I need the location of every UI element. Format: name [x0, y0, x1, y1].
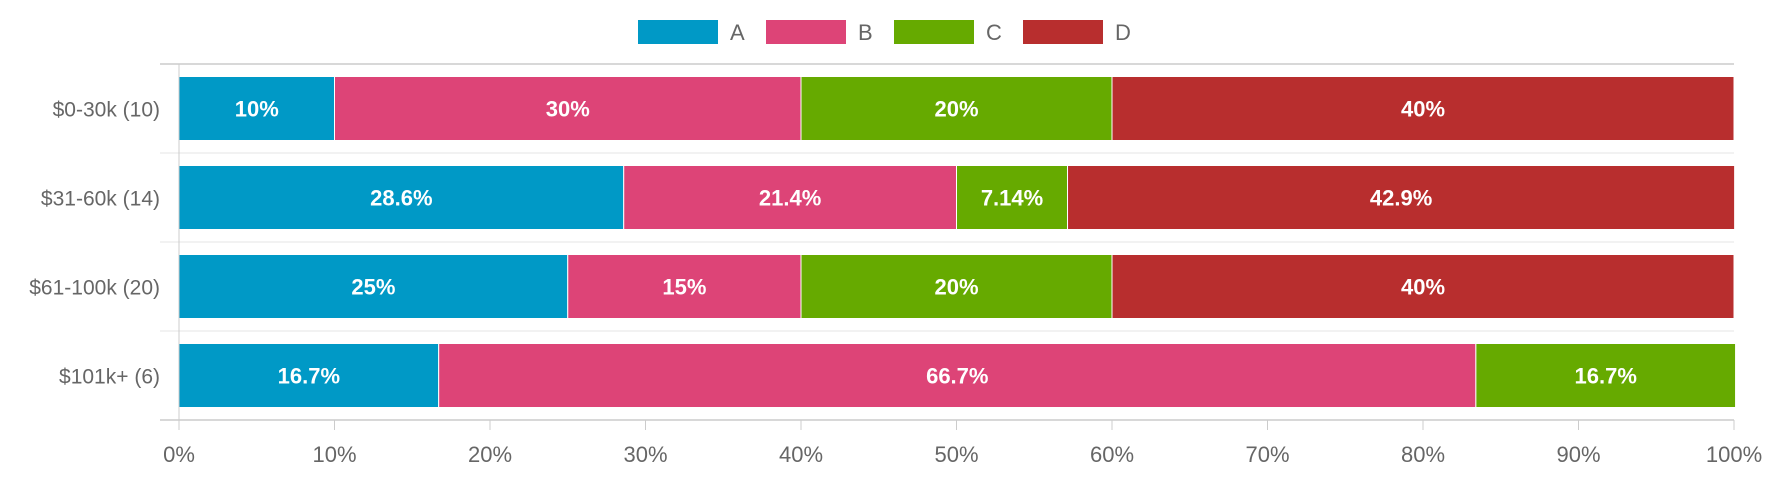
category-label: $31-60k (14)	[41, 188, 160, 211]
bar-segment-c-31-60k-14[interactable]	[956, 165, 1069, 230]
legend-swatch-c[interactable]	[894, 20, 974, 44]
data-label: 25%	[351, 275, 395, 300]
data-label: 40%	[1401, 275, 1445, 300]
bar-segment-b-101k-6[interactable]	[438, 343, 1477, 408]
bars: 10% 30% 20% 40% 28.6% 21.4% 7.14% 42.9% 25% 15% 20…	[178, 76, 1737, 408]
x-tick-label: 30%	[623, 442, 667, 467]
legend-swatch-d[interactable]	[1023, 20, 1103, 44]
category-label: $0-30k (10)	[53, 99, 160, 122]
legend-label-d[interactable]: D	[1115, 20, 1131, 45]
axes	[160, 63, 1735, 430]
bar-segment-c-0-30k-10[interactable]	[800, 76, 1113, 141]
data-label: 10%	[235, 97, 279, 122]
bar-segment-a-61-100k-20[interactable]	[178, 254, 569, 319]
data-label: 20%	[934, 97, 978, 122]
bar-segment-d-31-60k-14[interactable]	[1067, 165, 1736, 230]
data-label: 20%	[934, 275, 978, 300]
legend: A B C D	[638, 20, 1131, 45]
x-tick-label: 50%	[934, 442, 978, 467]
bar-segment-b-0-30k-10[interactable]	[334, 76, 802, 141]
data-label: 42.9%	[1370, 186, 1432, 211]
category-labels: $0-30k (10) $31-60k (14) $61-100k (20) $101…	[29, 99, 160, 389]
legend-label-b[interactable]: B	[858, 20, 873, 45]
bar-segment-b-31-60k-14[interactable]	[623, 165, 957, 230]
legend-label-a[interactable]: A	[730, 20, 745, 45]
x-tick-label: 70%	[1245, 442, 1289, 467]
x-tick-label: 20%	[468, 442, 512, 467]
x-tick-label: 80%	[1401, 442, 1445, 467]
legend-swatch-b[interactable]	[766, 20, 846, 44]
x-tick-labels: 0% 10% 20% 30% 40% 50% 60% 70% 80% 90% 100%	[163, 442, 1762, 467]
data-label: 40%	[1401, 97, 1445, 122]
data-label: 30%	[546, 97, 590, 122]
x-tick-label: 100%	[1706, 442, 1762, 467]
data-label: 15%	[662, 275, 706, 300]
legend-swatch-a[interactable]	[638, 20, 718, 44]
x-tick-label: 90%	[1556, 442, 1600, 467]
bar-segment-a-101k-6[interactable]	[178, 343, 440, 408]
category-label: $61-100k (20)	[29, 277, 160, 300]
x-tick-label: 10%	[312, 442, 356, 467]
bar-segment-c-61-100k-20[interactable]	[800, 254, 1113, 319]
bar-segment-d-61-100k-20[interactable]	[1111, 254, 1735, 319]
bar-segment-c-101k-6[interactable]	[1475, 343, 1737, 408]
x-tick-label: 60%	[1090, 442, 1134, 467]
x-tick-label: 0%	[163, 442, 195, 467]
category-label: $101k+ (6)	[59, 366, 160, 389]
data-label: 7.14%	[981, 186, 1043, 211]
data-label: 28.6%	[370, 186, 432, 211]
data-label: 16.7%	[278, 364, 340, 389]
data-label: 16.7%	[1575, 364, 1637, 389]
legend-label-c[interactable]: C	[986, 20, 1002, 45]
x-tick-label: 40%	[779, 442, 823, 467]
bar-segment-a-0-30k-10[interactable]	[178, 76, 335, 141]
data-label: 21.4%	[759, 186, 821, 211]
bar-segment-d-0-30k-10[interactable]	[1111, 76, 1735, 141]
data-label: 66.7%	[926, 364, 988, 389]
